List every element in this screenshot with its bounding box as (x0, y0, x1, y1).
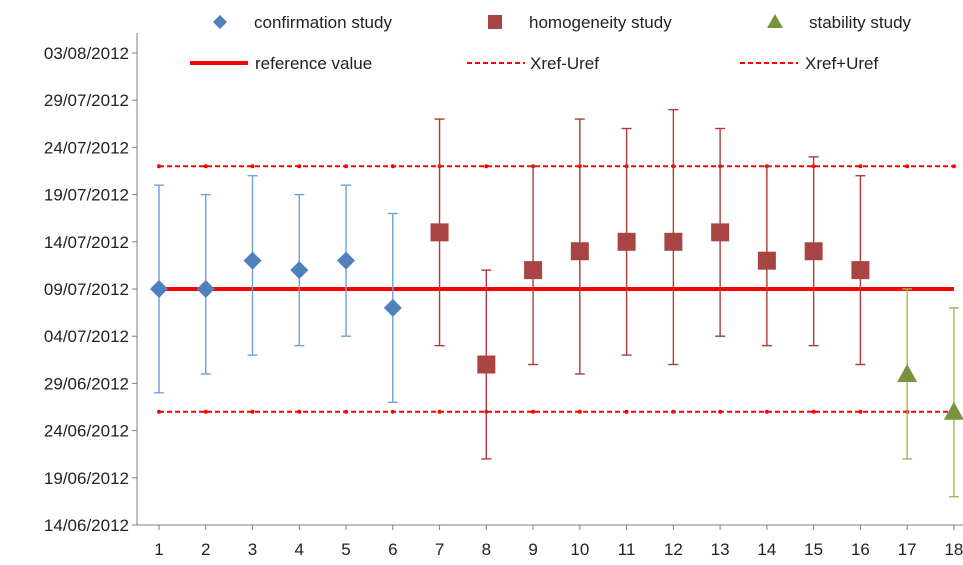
legend-item: reference value (190, 54, 372, 73)
x-tick-label: 11 (618, 540, 636, 559)
legend-item: stability study (767, 13, 912, 32)
y-tick-label: 14/06/2012 (44, 516, 129, 535)
y-tick-label: 14/07/2012 (44, 233, 129, 252)
data-markers (150, 223, 963, 420)
legend-item: confirmation study (213, 13, 392, 32)
data-point (664, 232, 683, 251)
reference-line-dot (344, 164, 349, 169)
reference-line-dot (811, 409, 816, 414)
reference-line-dot (157, 409, 161, 414)
reference-line-dot (250, 164, 255, 169)
legend: confirmation study homogeneity study stabi… (190, 13, 912, 73)
x-tick-label: 17 (898, 540, 917, 559)
legend-label: reference value (255, 54, 372, 73)
reference-line-dot (951, 164, 956, 169)
reference-line-dot (764, 409, 769, 414)
legend-label: homogeneity study (529, 13, 672, 32)
legend-marker (488, 15, 502, 29)
data-point (196, 280, 215, 298)
x-tick-label: 6 (388, 540, 397, 559)
y-tick-label: 19/06/2012 (44, 469, 129, 488)
data-point (943, 401, 963, 420)
data-point (897, 363, 918, 382)
legend-marker (767, 14, 783, 28)
reference-line-dot (858, 409, 863, 414)
x-tick-label: 4 (295, 540, 304, 559)
data-point (757, 251, 776, 270)
y-tick-label: 29/06/2012 (44, 374, 129, 393)
legend-marker (213, 15, 227, 29)
x-tick-label: 7 (435, 540, 444, 559)
x-tick-label: 15 (804, 540, 823, 559)
reference-line-dot (390, 409, 395, 414)
y-tick-label: 19/07/2012 (44, 186, 129, 205)
reference-line-dot (250, 409, 255, 414)
x-tick-label: 8 (482, 540, 491, 559)
data-point (430, 223, 449, 242)
reference-line-dot (671, 409, 676, 414)
x-tick-label: 12 (664, 540, 683, 559)
y-tick-label: 09/07/2012 (44, 280, 129, 299)
x-tick-label: 16 (851, 540, 870, 559)
data-point (477, 355, 496, 374)
legend-label: confirmation study (254, 13, 392, 32)
reference-line-dot (577, 409, 582, 414)
x-tick-label: 3 (248, 540, 257, 559)
reference-line-dot (858, 164, 863, 169)
y-tick-label: 04/07/2012 (44, 327, 129, 346)
data-point (383, 298, 402, 317)
legend-label: Xref-Uref (530, 54, 599, 73)
reference-line-dot (390, 164, 395, 169)
x-tick-label: 13 (711, 540, 730, 559)
data-point (851, 261, 870, 280)
y-tick-label: 03/08/2012 (44, 44, 129, 63)
data-point (150, 280, 168, 298)
reference-line-dot (203, 409, 208, 414)
reference-line-dot (297, 164, 302, 169)
legend-item: Xref-Uref (467, 54, 599, 73)
reference-line-dot (203, 164, 208, 169)
axes: 14/06/2012 19/06/2012 24/06/2012 29/06/2012… (44, 33, 963, 559)
reference-line-dot (718, 409, 723, 414)
legend-item: homogeneity study (488, 13, 672, 32)
x-tick-label: 1 (154, 540, 163, 559)
x-tick-label: 9 (528, 540, 537, 559)
data-point (290, 261, 309, 280)
reference-line-dot (484, 164, 489, 169)
x-tick-label: 18 (944, 540, 963, 559)
x-tick-label: 10 (570, 540, 589, 559)
legend-label: Xref+Uref (805, 54, 878, 73)
error-bars (154, 108, 959, 498)
x-tick-label: 14 (757, 540, 776, 559)
reference-line-dot (297, 409, 302, 414)
legend-item: Xref+Uref (740, 54, 878, 73)
y-tick-label: 24/07/2012 (44, 138, 129, 157)
reference-line-dot (437, 409, 442, 414)
data-point (570, 242, 589, 261)
reference-line-dot (624, 409, 629, 414)
data-point (617, 232, 636, 251)
data-point (243, 251, 262, 270)
y-tick-label: 24/06/2012 (44, 422, 129, 441)
reference-line-dot (905, 164, 910, 169)
y-tick-label: 29/07/2012 (44, 91, 129, 110)
x-tick-label: 5 (341, 540, 350, 559)
data-point (524, 261, 543, 280)
data-point (337, 251, 356, 270)
x-tick-label: 2 (201, 540, 210, 559)
reference-line-dot (157, 164, 161, 169)
reference-line-dot (531, 409, 536, 414)
legend-label: stability study (809, 13, 912, 32)
reference-line-dot (344, 409, 349, 414)
reference-lines (157, 164, 956, 414)
data-point (711, 223, 730, 242)
data-point (804, 242, 823, 261)
